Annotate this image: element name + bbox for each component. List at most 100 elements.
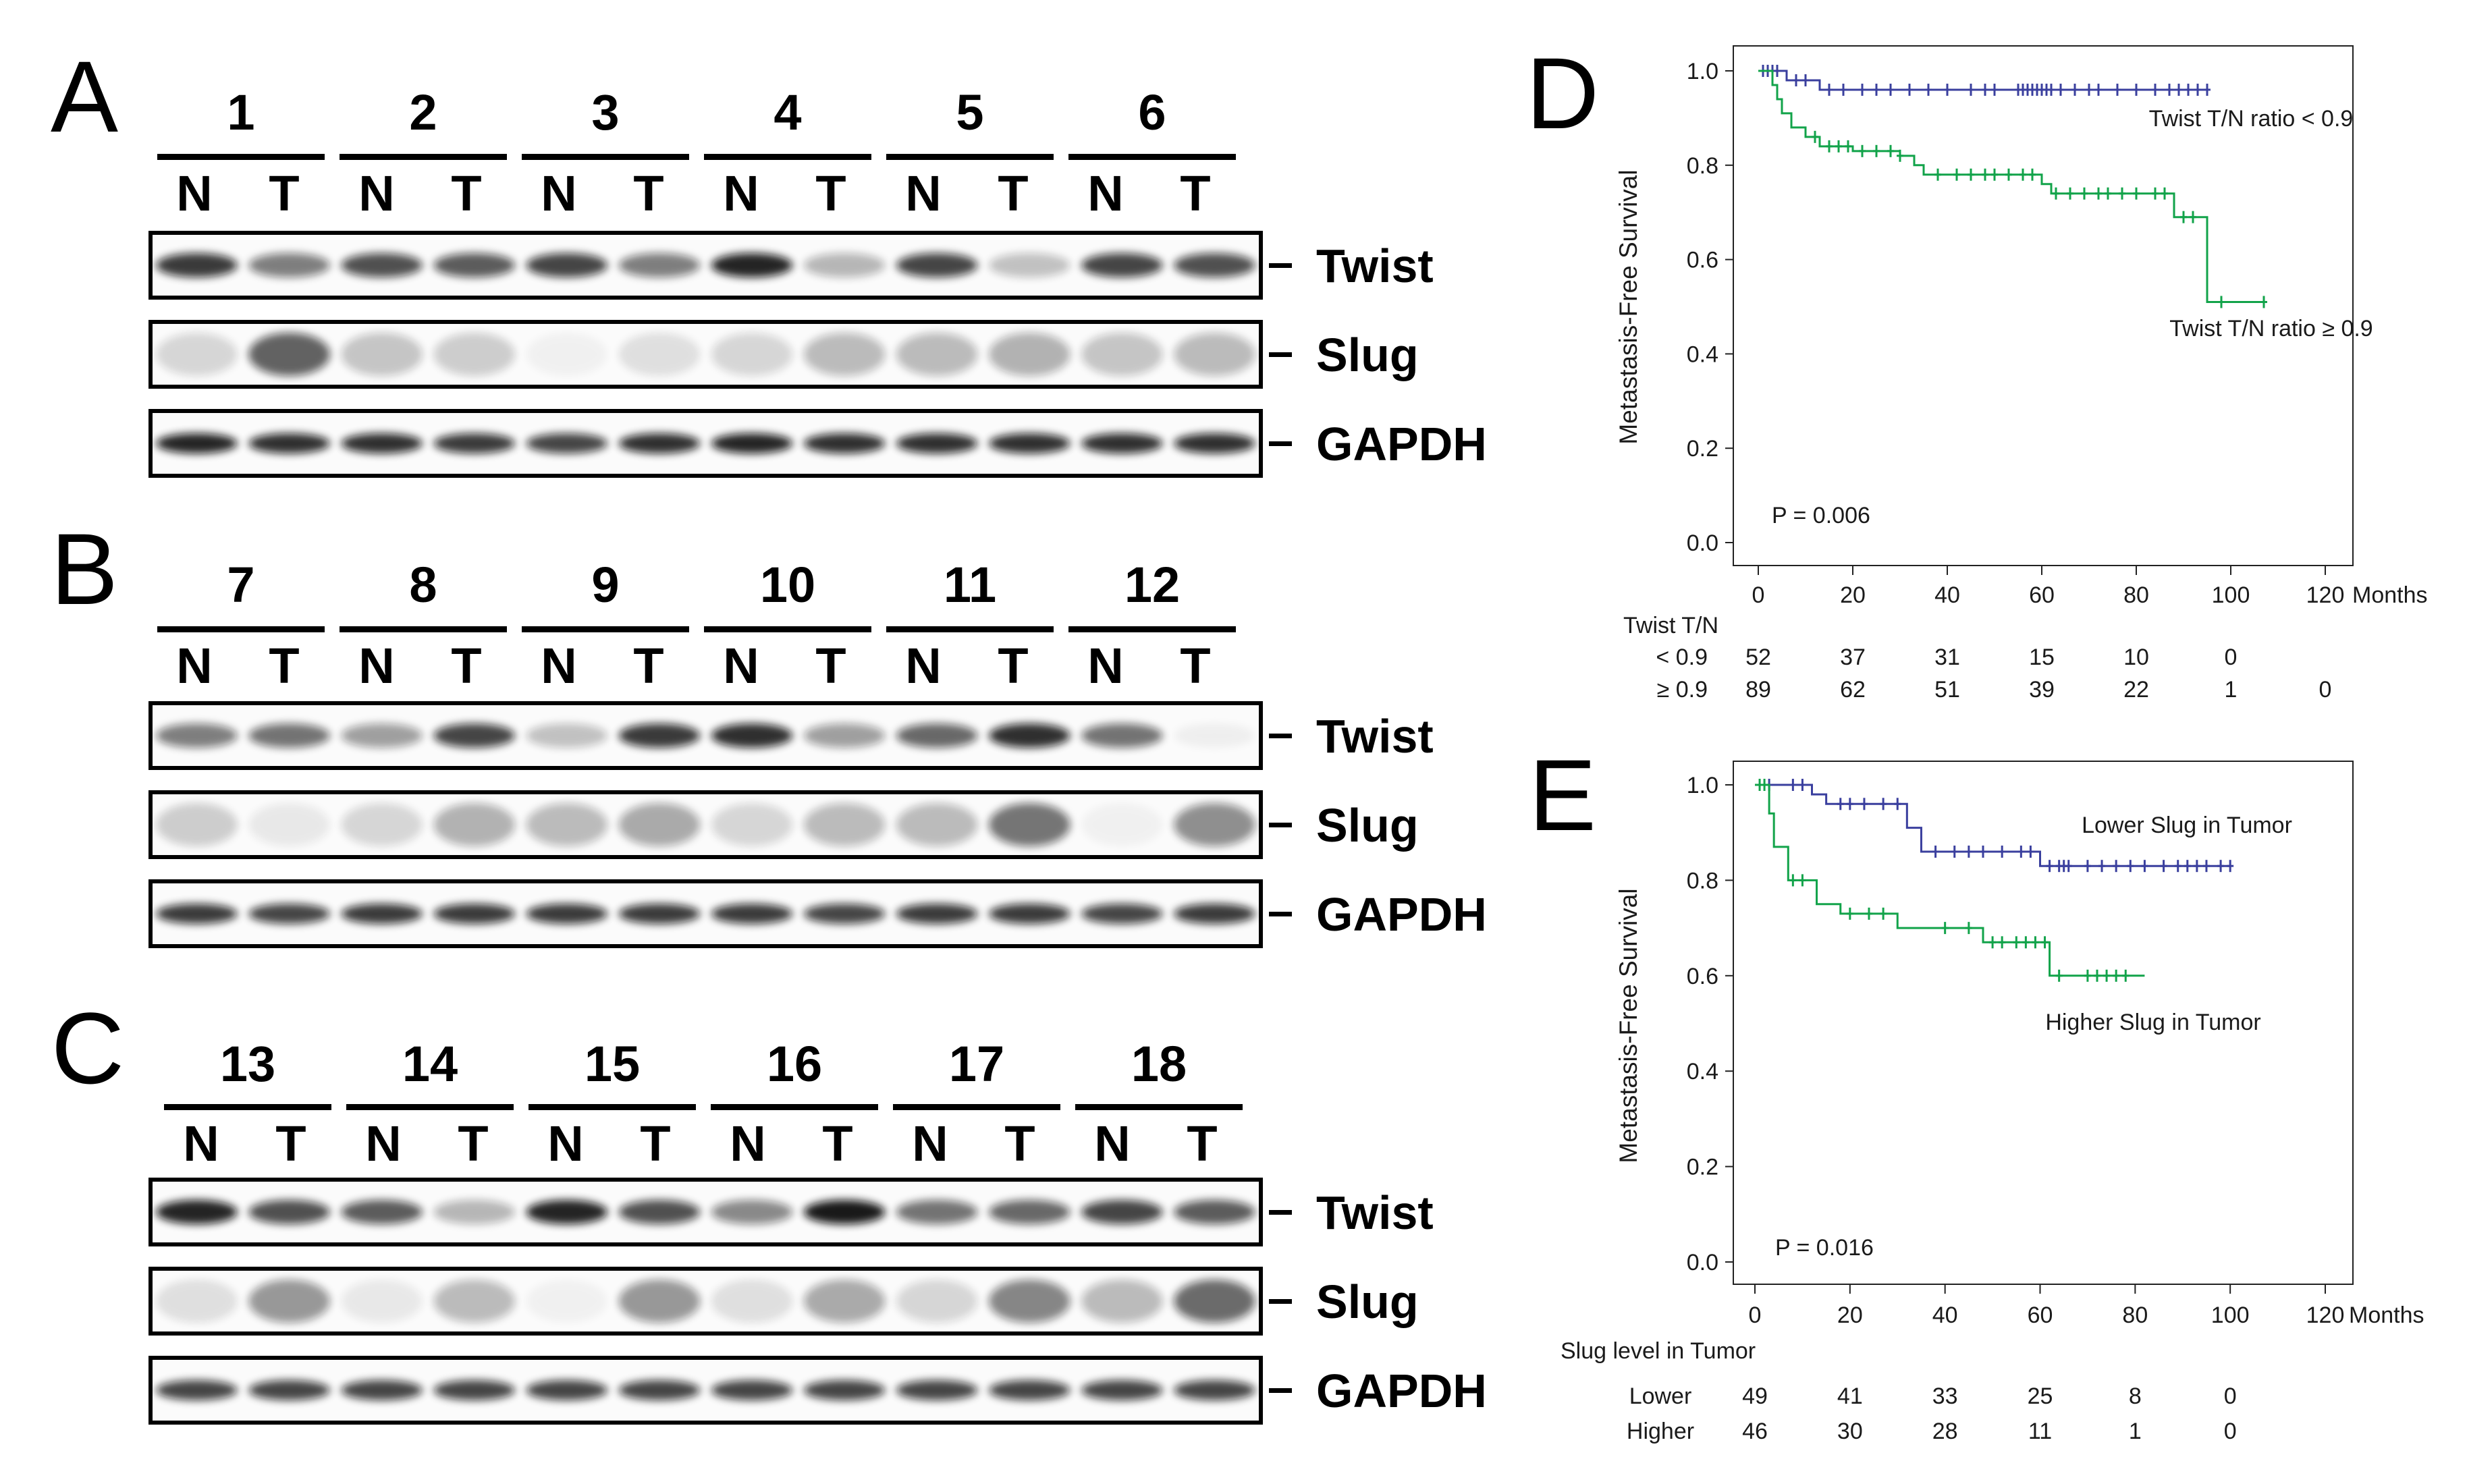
band	[433, 1200, 516, 1224]
lane-label: T	[633, 165, 663, 221]
risk-count: 41	[1837, 1383, 1863, 1409]
risk-count: 0	[2319, 677, 2332, 703]
band	[248, 1380, 330, 1400]
lane-label: T	[1187, 1116, 1217, 1172]
band	[1081, 1200, 1163, 1224]
band	[988, 723, 1070, 748]
band	[526, 1200, 608, 1224]
sample-number: 16	[767, 1036, 822, 1092]
risk-count: 0	[2224, 1419, 2237, 1444]
band	[156, 1280, 238, 1323]
band	[1081, 723, 1163, 748]
blot-frame	[148, 1178, 1263, 1246]
risk-row-label: Lower	[1629, 1383, 1692, 1409]
band	[1174, 723, 1255, 748]
lane-label: N	[1087, 165, 1123, 221]
blot-frame	[148, 320, 1263, 389]
band	[156, 253, 238, 277]
lane-label: T	[998, 165, 1028, 221]
risk-count: 8	[2129, 1383, 2142, 1409]
risk-count: 39	[2029, 677, 2055, 703]
km-curve	[1758, 70, 2207, 91]
risk-count: 1	[2225, 677, 2238, 703]
lane-label: T	[451, 638, 481, 694]
km-series	[1755, 779, 2234, 873]
risk-count: 52	[1745, 644, 1771, 670]
marker-label: Slug	[1316, 1275, 1419, 1328]
band	[248, 253, 330, 277]
marker-tick	[1269, 352, 1292, 357]
band	[526, 333, 608, 376]
band	[433, 1280, 516, 1323]
km-panel-e: E0.00.20.40.60.81.00 20 40 60 80 100 120 Months…	[1529, 738, 2424, 1444]
lane-label: N	[176, 638, 212, 694]
lane-label: T	[458, 1116, 488, 1172]
band	[1081, 904, 1163, 924]
lane-label: N	[547, 1116, 583, 1172]
band	[433, 253, 516, 277]
blot-frame	[148, 701, 1263, 770]
band	[248, 904, 330, 924]
lane-label: N	[905, 638, 941, 694]
lane-label: T	[1180, 165, 1210, 221]
y-tick-label: 0.0	[1687, 530, 1718, 556]
sample-number: 2	[409, 84, 437, 140]
band	[1081, 1280, 1163, 1323]
risk-table-header: Twist T/N	[1623, 613, 1718, 638]
marker-tick	[1269, 441, 1292, 446]
band	[156, 904, 238, 924]
band	[618, 723, 701, 748]
band	[1174, 433, 1255, 454]
lane-label: N	[912, 1116, 948, 1172]
sample-group-line	[528, 1104, 696, 1110]
risk-table-header: Slug level in Tumor	[1561, 1338, 1756, 1364]
lane-label: N	[730, 1116, 765, 1172]
blot-row-twist: Twist	[148, 701, 1434, 770]
risk-count: 89	[1745, 677, 1771, 703]
band	[341, 253, 423, 277]
band	[988, 333, 1070, 376]
lane-label: N	[1094, 1116, 1130, 1172]
x-tick-label: 100	[2212, 582, 2250, 608]
marker-tick	[1269, 1299, 1292, 1304]
band	[156, 723, 238, 748]
lane-label: T	[822, 1116, 852, 1172]
blot-row-slug: Slug	[148, 320, 1419, 389]
risk-count: 49	[1742, 1383, 1768, 1409]
y-tick-label: 1.0	[1687, 773, 1718, 798]
risk-count: 37	[1840, 644, 1866, 670]
sample-number: 14	[402, 1036, 458, 1092]
band	[526, 433, 608, 454]
band	[156, 333, 238, 376]
band	[433, 1380, 516, 1400]
blot-row-slug: Slug	[148, 790, 1419, 859]
marker-tick	[1269, 734, 1292, 738]
band	[711, 1280, 793, 1323]
risk-row-label: Higher	[1627, 1419, 1694, 1444]
marker-tick	[1269, 263, 1292, 268]
band	[711, 433, 793, 454]
blot-row-slug: Slug	[148, 1267, 1419, 1336]
km-panel-d: D0.00.20.40.60.81.00 20 40 60 80 100 120 Months…	[1526, 36, 2428, 703]
band	[711, 253, 793, 277]
series-annotation: Twist T/N ratio ≥ 0.9	[2169, 316, 2373, 341]
band	[896, 1200, 978, 1224]
series-annotation: Twist T/N ratio < 0.9	[2149, 106, 2354, 132]
sample-group-line	[704, 154, 871, 160]
x-tick-label: 0	[1749, 1302, 1762, 1328]
band	[988, 1200, 1070, 1224]
band	[988, 433, 1070, 454]
y-tick-label: 1.0	[1687, 59, 1718, 84]
band	[248, 723, 330, 748]
band	[711, 1380, 793, 1400]
sample-number: 10	[760, 557, 815, 613]
band	[156, 1380, 238, 1400]
band	[433, 904, 516, 924]
blot-frame	[148, 1356, 1263, 1425]
band	[341, 904, 423, 924]
band	[1174, 1200, 1255, 1224]
risk-table: Slug level in Tumor Lower 49 41 33 25 8 0 Higher…	[1561, 1338, 2237, 1444]
y-tick-label: 0.8	[1687, 153, 1718, 179]
sample-group-line	[346, 1104, 514, 1110]
